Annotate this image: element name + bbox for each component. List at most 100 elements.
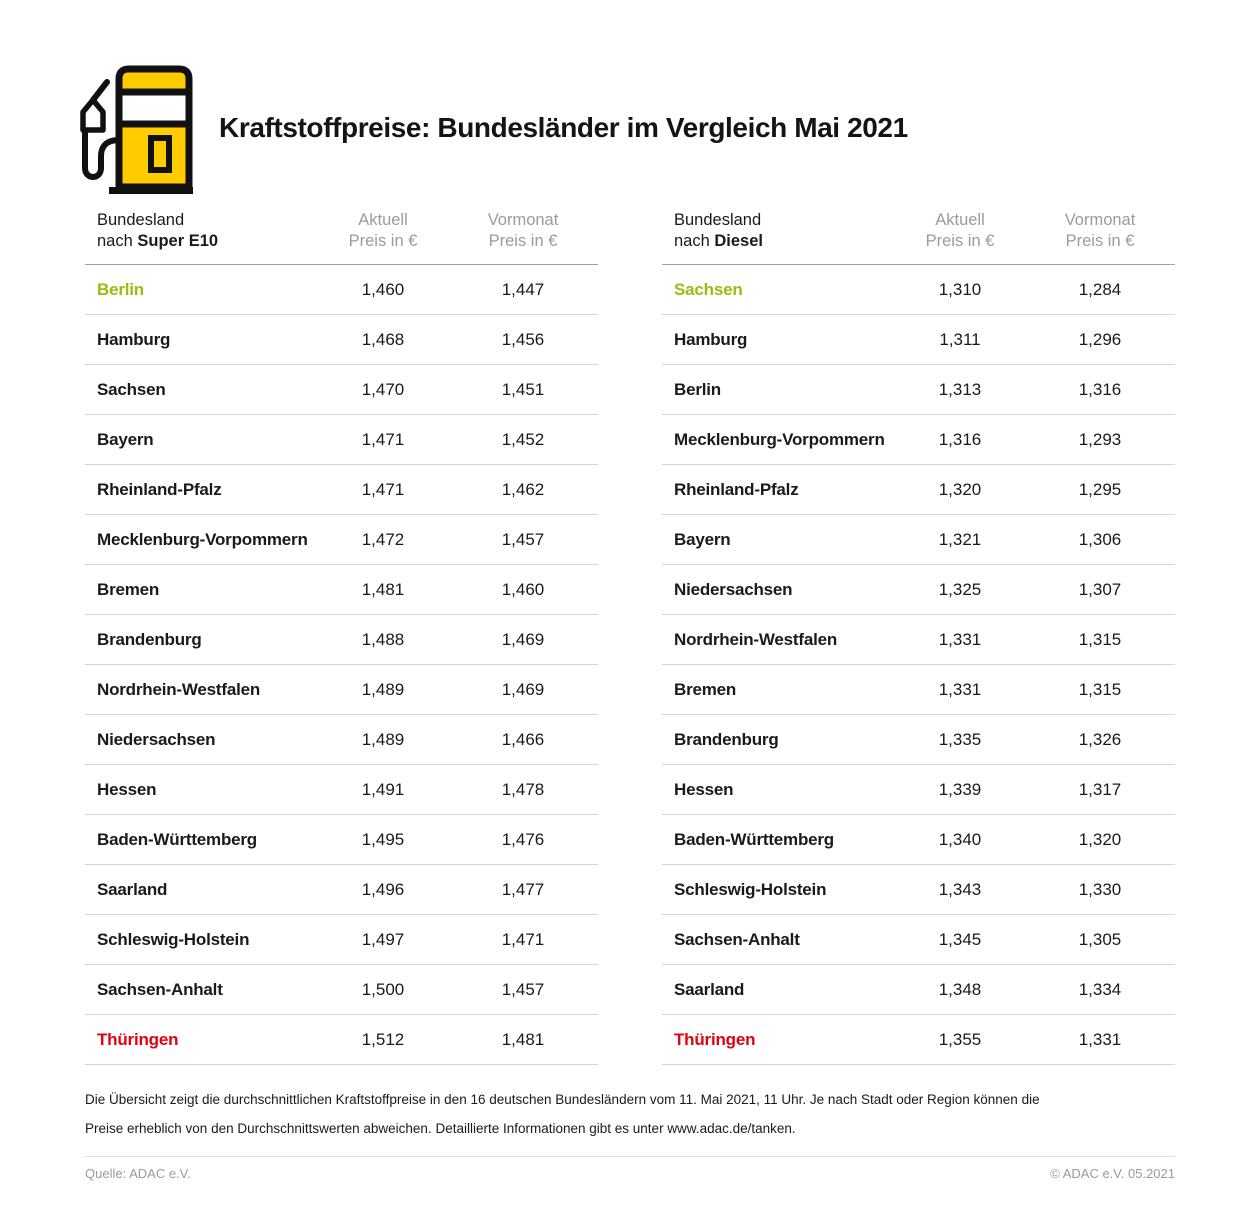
current-price: 1,325	[938, 579, 982, 599]
region-label: Bundesland	[97, 211, 185, 229]
table-row: Niedersachsen 1,489 1,466	[85, 715, 598, 765]
state-name: Schleswig-Holstein	[674, 879, 827, 899]
state-name: Berlin	[97, 279, 144, 299]
table-row: Sachsen-Anhalt 1,345 1,305	[662, 915, 1175, 965]
state-name: Saarland	[674, 979, 745, 999]
region-label: Bundesland	[674, 211, 762, 229]
state-name: Thüringen	[97, 1029, 179, 1049]
state-name: Saarland	[97, 879, 168, 899]
previous-price: 1,315	[1078, 679, 1122, 699]
fuel-label: nach Super E10	[97, 232, 219, 250]
previous-price: 1,469	[501, 679, 545, 699]
previous-price: 1,481	[501, 1029, 545, 1049]
state-name: Sachsen-Anhalt	[674, 929, 800, 949]
state-name: Bayern	[674, 529, 731, 549]
previous-price: 1,334	[1078, 979, 1122, 999]
state-name: Thüringen	[674, 1029, 756, 1049]
column-header-vormonat: Vormonat Preis in €	[487, 211, 559, 250]
previous-price: 1,476	[501, 829, 545, 849]
state-name: Hessen	[97, 779, 157, 799]
table-row: Bremen 1,481 1,460	[85, 565, 598, 615]
table-row: Sachsen 1,310 1,284	[662, 265, 1175, 315]
state-name: Mecklenburg-Vorpommern	[674, 429, 885, 449]
previous-price: 1,326	[1078, 729, 1122, 749]
previous-price: 1,466	[501, 729, 545, 749]
previous-price: 1,477	[501, 879, 545, 899]
footnote-line-2: Preise erheblich von den Durchschnittswe…	[85, 1121, 796, 1136]
table-row: Schleswig-Holstein 1,497 1,471	[85, 915, 598, 965]
previous-price: 1,331	[1078, 1029, 1122, 1049]
previous-price: 1,305	[1078, 929, 1122, 949]
state-name: Hessen	[674, 779, 734, 799]
table-row: Bayern 1,471 1,452	[85, 415, 598, 465]
previous-price: 1,452	[501, 429, 545, 449]
previous-price: 1,295	[1078, 479, 1122, 499]
table-row: Mecklenburg-Vorpommern 1,316 1,293	[662, 415, 1175, 465]
table-row: Baden-Württemberg 1,495 1,476	[85, 815, 598, 865]
table-row: Rheinland-Pfalz 1,471 1,462	[85, 465, 598, 515]
table-row: Schleswig-Holstein 1,343 1,330	[662, 865, 1175, 915]
table-row: Saarland 1,348 1,334	[662, 965, 1175, 1015]
previous-price: 1,447	[501, 279, 545, 299]
previous-price: 1,293	[1078, 429, 1122, 449]
table-row: Hessen 1,491 1,478	[85, 765, 598, 815]
state-name: Rheinland-Pfalz	[97, 479, 222, 499]
current-price: 1,472	[361, 529, 405, 549]
page-title: Kraftstoffpreise: Bundesländer im Vergle…	[219, 112, 908, 143]
column-header-bundesland: Bundesland nach Diesel	[662, 210, 895, 252]
source-label: Quelle: ADAC e.V.	[85, 1166, 191, 1181]
state-name: Niedersachsen	[674, 579, 793, 599]
previous-price: 1,296	[1078, 329, 1122, 349]
current-price: 1,495	[361, 829, 405, 849]
previous-price: 1,284	[1078, 279, 1122, 299]
table-row: Hessen 1,339 1,317	[662, 765, 1175, 815]
table-row: Nordrhein-Westfalen 1,331 1,315	[662, 615, 1175, 665]
footnote-line-1: Die Übersicht zeigt die durchschnittlich…	[85, 1092, 1040, 1107]
current-price: 1,339	[938, 779, 982, 799]
column-header-bundesland: Bundesland nach Super E10	[85, 210, 318, 252]
table-row: Saarland 1,496 1,477	[85, 865, 598, 915]
state-name: Baden-Württemberg	[674, 829, 834, 849]
table-header-diesel: Bundesland nach Diesel Aktuell Preis in …	[662, 210, 1175, 265]
current-price: 1,345	[938, 929, 982, 949]
column-header-vormonat: Vormonat Preis in €	[1064, 211, 1136, 250]
column-header-aktuell: Aktuell Preis in €	[925, 211, 995, 250]
table-row: Brandenburg 1,335 1,326	[662, 715, 1175, 765]
footnote: Die Übersicht zeigt die durchschnittlich…	[85, 1085, 1175, 1143]
copyright-label: © ADAC e.V. 05.2021	[1050, 1166, 1175, 1181]
current-price: 1,348	[938, 979, 982, 999]
state-name: Hamburg	[674, 329, 748, 349]
table-body-super-e10: Berlin 1,460 1,447 Hamburg 1,468 1,456 S…	[85, 265, 598, 1065]
state-name: Niedersachsen	[97, 729, 216, 749]
current-price: 1,512	[361, 1029, 405, 1049]
table-header-super-e10: Bundesland nach Super E10 Aktuell Preis …	[85, 210, 598, 265]
table-diesel: Bundesland nach Diesel Aktuell Preis in …	[662, 210, 1175, 1065]
table-row: Sachsen 1,470 1,451	[85, 365, 598, 415]
state-name: Sachsen-Anhalt	[97, 979, 223, 999]
current-price: 1,497	[361, 929, 405, 949]
table-row: Baden-Württemberg 1,340 1,320	[662, 815, 1175, 865]
current-price: 1,471	[361, 429, 405, 449]
state-name: Sachsen	[674, 279, 743, 299]
table-body-diesel: Sachsen 1,310 1,284 Hamburg 1,311 1,296 …	[662, 265, 1175, 1065]
state-name: Brandenburg	[97, 629, 202, 649]
current-price: 1,311	[939, 329, 981, 349]
previous-price: 1,330	[1078, 879, 1122, 899]
previous-price: 1,315	[1078, 629, 1122, 649]
current-price: 1,321	[938, 529, 982, 549]
table-row: Bayern 1,321 1,306	[662, 515, 1175, 565]
current-price: 1,343	[938, 879, 982, 899]
fuel-pump-icon	[80, 65, 193, 194]
table-row: Berlin 1,313 1,316	[662, 365, 1175, 415]
current-price: 1,331	[938, 679, 982, 699]
table-super-e10: Bundesland nach Super E10 Aktuell Preis …	[85, 210, 598, 1065]
state-name: Nordrhein-Westfalen	[674, 629, 838, 649]
table-row: Niedersachsen 1,325 1,307	[662, 565, 1175, 615]
current-price: 1,500	[361, 979, 405, 999]
previous-price: 1,457	[501, 979, 545, 999]
previous-price: 1,471	[501, 929, 545, 949]
current-price: 1,488	[361, 629, 405, 649]
table-row: Sachsen-Anhalt 1,500 1,457	[85, 965, 598, 1015]
state-name: Schleswig-Holstein	[97, 929, 250, 949]
state-name: Bremen	[674, 679, 737, 699]
